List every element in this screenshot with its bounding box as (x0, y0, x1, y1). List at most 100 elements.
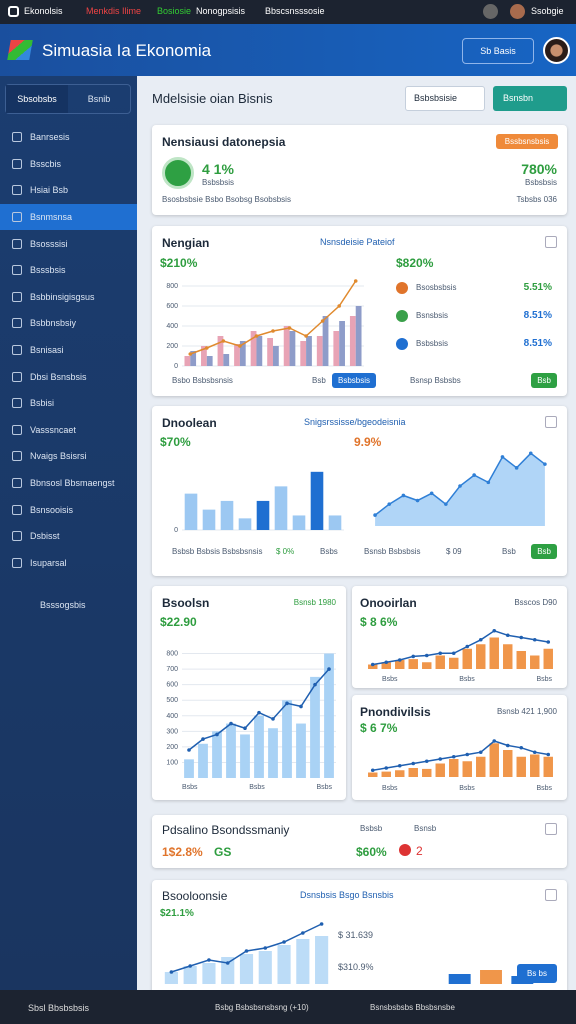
sidebar-item[interactable]: Bsssbsis (0, 257, 137, 284)
sidebar-item[interactable]: Bbnsosl Bbsmaengst (0, 470, 137, 497)
point (438, 757, 443, 761)
dropdown[interactable]: Bsbsbsisie (405, 86, 485, 111)
info-icon[interactable] (545, 416, 557, 428)
y-tick-label: 300 (166, 728, 178, 735)
list-row: Bsbsbsis 8.51% (396, 338, 556, 366)
info-icon[interactable] (545, 236, 557, 248)
bar (315, 936, 329, 984)
panel: Onooirlan Bsscos D90 $ 8 6% Bsbs Bsbs Bsbs (352, 586, 567, 688)
bar (355, 306, 362, 366)
bar (503, 750, 513, 777)
top-menu-item[interactable]: Bosiosie (157, 6, 192, 16)
sidebar-item[interactable]: Banrsesis (0, 124, 137, 151)
list-row: Bsnsbsis 8.51% (396, 310, 556, 338)
y-tick-label: 800 (166, 651, 178, 658)
point (465, 752, 470, 757)
panel: Dnoolean Snigsrssisse/bgeodeisnia $70% 9… (152, 406, 567, 576)
sidebar-item[interactable]: Bsbbnsbsiy (0, 310, 137, 337)
top-menu-item[interactable]: Bbscsnsssosie (265, 6, 325, 16)
point (299, 704, 303, 709)
point (478, 637, 483, 642)
badge: Bsb (531, 544, 557, 559)
tab[interactable]: Sbsobsbs (6, 85, 68, 113)
sidebar-footer[interactable]: Bsssogsbis (40, 600, 86, 610)
sidebar-item[interactable]: Bsscbis (0, 151, 137, 178)
point (243, 726, 247, 731)
point (438, 651, 443, 656)
badge[interactable]: Bssbsnsbsis (496, 134, 558, 149)
primary-button[interactable]: Bsnsbn (493, 86, 567, 111)
bar (368, 772, 378, 777)
top-menu-item[interactable]: Menkdis Ilime (86, 6, 142, 16)
card-title: Bsooloonsie (162, 889, 228, 903)
bar (250, 331, 257, 366)
sidebar-item[interactable]: Bsosssisi (0, 230, 137, 257)
button[interactable]: Bs bs (516, 964, 557, 983)
sidebar-item[interactable]: Dbsi Bsnsbsis (0, 363, 137, 390)
footer-link[interactable]: Bsnsp Bsbsbs (410, 376, 461, 385)
sidebar-item[interactable]: Nvaigs Bsisrsi (0, 443, 137, 470)
point (500, 455, 505, 459)
sidebar-item[interactable]: Dsbisst (0, 523, 137, 550)
top-menu-item[interactable]: Ekonolsis (24, 6, 63, 16)
tag: GS (214, 845, 232, 859)
point (229, 721, 233, 726)
button[interactable]: Bsbsbsis (332, 373, 377, 388)
bar (449, 759, 459, 777)
bar (422, 662, 432, 669)
card-footer: Tsbsbs 036 (516, 195, 557, 204)
summary-card: Nensiausi datonepsia Bssbsnsbsis 4 1% Bs… (152, 125, 567, 215)
bar (268, 728, 278, 778)
bar (202, 963, 216, 984)
card-subtitle: Snigsrssisse/bgeodeisnia (304, 417, 406, 427)
card-subtitle: Bsnsb 421 1,900 (496, 707, 557, 716)
tab[interactable]: Bsnib (87, 94, 111, 104)
status-item[interactable]: Bsbg Bsbsbsnsbsng (+10) (215, 1003, 309, 1012)
list-name: Bsosbsbsis (416, 283, 457, 292)
bell[interactable] (483, 4, 498, 19)
point (271, 329, 275, 333)
x-tick-label: Bsbs (536, 676, 552, 683)
header-button[interactable]: Sb Basis (462, 38, 534, 64)
top-menu-item[interactable]: Nonogpsisis (196, 6, 246, 16)
y-tick-label: 500 (166, 697, 178, 704)
sidebar-item[interactable]: Hsiai Bsb (0, 177, 137, 204)
chart: 0 (174, 471, 344, 534)
point (397, 658, 402, 662)
sidebar-item[interactable]: Vasssncaet (0, 417, 137, 444)
info-icon[interactable] (545, 889, 557, 901)
point (519, 635, 524, 640)
info-icon[interactable] (545, 823, 557, 835)
bar (292, 515, 306, 530)
avatar[interactable] (543, 37, 570, 64)
bar (239, 954, 254, 984)
point (532, 637, 537, 642)
bar (183, 966, 197, 984)
card-title: Pnondivilsis (360, 705, 431, 719)
x-tick-label: Bsbs (459, 785, 475, 792)
point (528, 451, 533, 456)
list-name: Bsbsbsis (416, 339, 449, 348)
point (492, 628, 497, 633)
point (472, 473, 476, 477)
sidebar-item[interactable]: Bsnsooisis (0, 496, 137, 523)
point (169, 970, 174, 974)
sidebar-item[interactable]: Bsnisasi (0, 337, 137, 364)
sidebar-item[interactable]: Isuparsal (0, 550, 137, 577)
point (532, 750, 537, 755)
chart: 0 200 400 600 800 (166, 279, 364, 370)
card-title: Bsoolsn (162, 596, 210, 610)
x-labels: Bsbs Bsbs Bsbs (382, 676, 552, 683)
bar (489, 637, 499, 669)
avatar-small[interactable] (510, 4, 525, 19)
card-title: Nengian (162, 236, 210, 250)
legend-item: Bsb (312, 376, 326, 385)
sidebar-item[interactable]: Bsnmsnsa (0, 203, 137, 231)
status-item[interactable]: Bsnsbsbsbs Bbsbsnsbe (370, 1003, 455, 1012)
sidebar-item[interactable]: Bsbbinsigisgsus (0, 284, 137, 311)
sidebar-item[interactable]: Bsbisi (0, 390, 137, 417)
bar (328, 515, 342, 530)
value: $ 6 7% (360, 721, 398, 735)
bar (226, 723, 236, 778)
point (205, 346, 209, 350)
